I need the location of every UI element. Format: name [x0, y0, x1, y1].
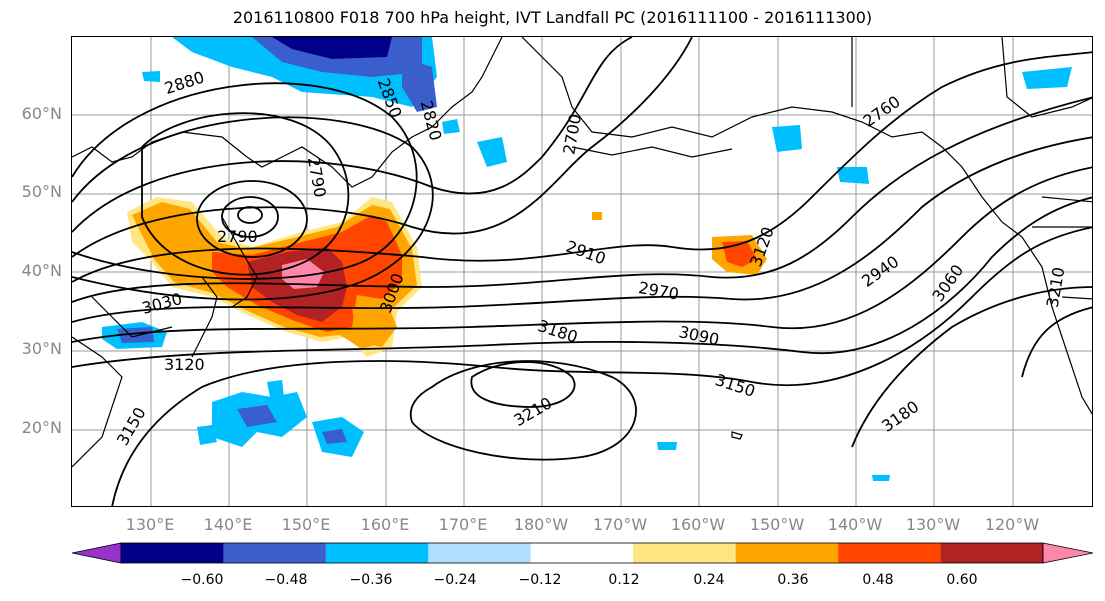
colorbar-segment	[838, 543, 941, 563]
contour-label: 2820	[417, 98, 446, 142]
negative-shading	[102, 37, 1072, 481]
colorbar-tick-label: 0.60	[946, 572, 978, 588]
colorbar-segment	[120, 542, 1044, 564]
contour-label: 3120	[164, 355, 205, 374]
contour-label: 2790	[217, 227, 258, 246]
contour-label: 3210	[510, 393, 555, 430]
figure-title: 2016110800 F018 700 hPa height, IVT Land…	[232, 8, 873, 27]
colorbar-segment	[940, 543, 1043, 563]
map-canvas: 2880 2850 2790 2820 2790 2760 2700 3030 …	[72, 37, 1092, 506]
colorbar-segment	[71, 542, 122, 564]
colorbar-segment	[121, 543, 224, 563]
lon-label: 130°E	[125, 515, 175, 534]
contour-label: 3150	[113, 404, 150, 449]
contour-label: 3030	[140, 289, 184, 318]
lat-label: 30°N	[21, 339, 62, 358]
lon-label: 170°E	[438, 515, 488, 534]
map-panel: 2880 2850 2790 2820 2790 2760 2700 3030 …	[71, 36, 1093, 507]
colorbar-tick-label: 0.24	[693, 572, 725, 588]
colorbar-segment	[1042, 542, 1094, 564]
colorbar-segment	[735, 543, 839, 563]
contour-label: 2790	[304, 156, 330, 199]
colorbar-tick-label: −0.60	[180, 572, 224, 588]
lon-label: 160°W	[670, 515, 726, 534]
height-contours	[72, 37, 1092, 506]
colorbar-segment	[325, 543, 429, 563]
colorbar-tick-label: 0.12	[608, 572, 640, 588]
lon-label: 120°W	[984, 515, 1040, 534]
colorbar-tick-label: 0.36	[777, 572, 809, 588]
lat-label: 50°N	[21, 182, 62, 201]
contour-label: 2910	[564, 237, 609, 269]
lon-label: 160°E	[360, 515, 410, 534]
lon-label: 130°W	[905, 515, 961, 534]
lon-label: 180°W	[513, 515, 569, 534]
colorbar-tick-label: −0.12	[518, 572, 562, 588]
contour-label: 3120	[746, 224, 778, 269]
colorbar-tick-label: 0.48	[862, 572, 894, 588]
colorbar-segment	[223, 543, 326, 563]
contour-label: 3150	[713, 370, 758, 401]
colorbar-tick-label: −0.48	[264, 572, 308, 588]
colorbar-tick-label: −0.24	[433, 572, 477, 588]
lat-label: 40°N	[21, 261, 62, 280]
contour-label: 2760	[860, 92, 904, 131]
lat-label: 60°N	[21, 104, 62, 123]
lon-label: 140°E	[203, 515, 253, 534]
lon-label: 170°W	[592, 515, 648, 534]
lon-label: 150°W	[749, 515, 805, 534]
colorbar-tick-label: −0.36	[349, 572, 393, 588]
lon-label: 140°W	[827, 515, 883, 534]
colorbar-segment	[530, 543, 634, 563]
lat-label: 20°N	[21, 418, 62, 437]
colorbar-segments	[71, 542, 1094, 564]
contour-label: 3090	[677, 322, 721, 349]
lon-label: 150°E	[281, 515, 331, 534]
colorbar-segment	[428, 543, 531, 563]
colorbar-segment	[633, 543, 736, 563]
colorbar	[71, 542, 1094, 564]
contour-label: 2970	[637, 278, 680, 304]
